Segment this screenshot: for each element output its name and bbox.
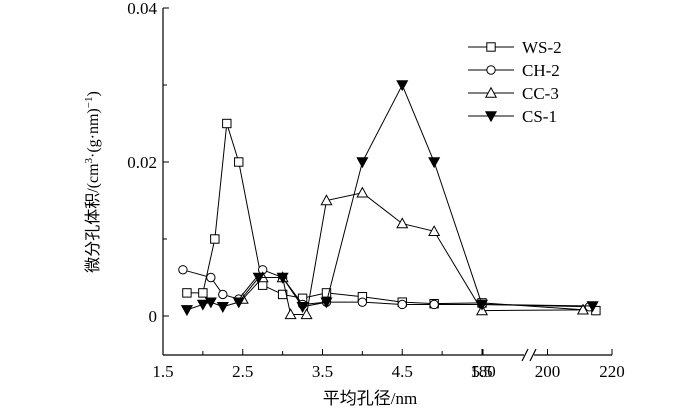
- data-point: [396, 80, 409, 92]
- legend-label: CH-2: [522, 61, 560, 80]
- y-tick-label: 0: [149, 307, 158, 326]
- x-axis-label: 平均孔径/nm: [323, 389, 417, 408]
- data-point: [218, 289, 228, 300]
- legend-marker: [484, 86, 498, 98]
- series-cc-3: [236, 186, 590, 320]
- data-point: [277, 289, 288, 300]
- data-point: [475, 299, 489, 311]
- data-point: [252, 272, 265, 284]
- series-ws-2: [182, 118, 601, 316]
- data-point: [210, 234, 220, 244]
- series-layer: [178, 80, 601, 320]
- data-point: [257, 280, 268, 290]
- y-tick-label: 0.02: [127, 153, 157, 172]
- series-cs-1: [180, 80, 599, 317]
- data-point: [356, 157, 369, 169]
- legend-item: WS-2: [468, 38, 562, 57]
- legend-item: CH-2: [468, 61, 560, 80]
- y-axis-label-main: 微分孔体积/(cm: [84, 163, 102, 273]
- data-point: [232, 297, 245, 309]
- axis-break-mark: [521, 348, 529, 362]
- data-point: [320, 297, 333, 309]
- y-axis-label-superscript: 3: [83, 157, 95, 163]
- x-tick-label: 2.5: [232, 362, 253, 381]
- y-axis-label-end: ): [85, 91, 102, 96]
- data-point: [182, 288, 192, 298]
- x-tick-label: 4.5: [392, 362, 413, 381]
- legend-label: CS-1: [522, 107, 557, 126]
- data-point: [321, 288, 332, 298]
- legend-label: CC-3: [522, 84, 559, 103]
- x-tick-label: 5.5: [471, 362, 492, 381]
- x-tick-label: 200: [535, 362, 561, 381]
- legend: WS-2 CH-2 CC-3 CS-1: [468, 38, 562, 126]
- data-point: [429, 299, 439, 310]
- data-point: [206, 272, 216, 283]
- y-tick-label: 0.04: [127, 0, 157, 18]
- legend-marker: [486, 65, 496, 75]
- legend-label: WS-2: [522, 38, 562, 57]
- x-tick-label: 180: [470, 362, 496, 381]
- data-point: [356, 186, 369, 198]
- data-point: [284, 308, 297, 320]
- data-point: [397, 299, 407, 310]
- data-point: [178, 265, 188, 275]
- data-point: [396, 217, 409, 229]
- data-point: [300, 308, 313, 320]
- x-tick-label: 220: [599, 362, 625, 381]
- data-point: [586, 301, 599, 313]
- y-axis-label: 微分孔体积/(cm3·(g·nm)−1): [83, 91, 102, 273]
- data-point: [428, 157, 441, 169]
- y-axis-label-middle: ·(g·nm): [85, 108, 102, 158]
- data-point: [320, 194, 333, 206]
- legend-item: CC-3: [468, 84, 559, 103]
- data-point: [296, 302, 309, 313]
- legend-item: CS-1: [468, 107, 557, 126]
- x-tick-label: 1.5: [152, 362, 173, 381]
- data-point: [216, 302, 229, 313]
- data-point: [428, 225, 441, 236]
- series-line: [186, 123, 596, 312]
- data-point: [180, 305, 193, 317]
- data-point: [198, 288, 208, 298]
- data-point: [204, 297, 217, 309]
- data-point: [196, 299, 209, 311]
- data-point: [222, 118, 232, 129]
- legend-marker: [484, 111, 498, 123]
- data-point: [576, 303, 590, 315]
- legend-marker: [486, 42, 496, 52]
- y-axis-label-superscript-2: −1: [83, 97, 95, 109]
- data-point: [234, 157, 244, 167]
- x-tick-label: 3.5: [312, 362, 333, 381]
- data-point: [357, 297, 368, 307]
- axis-break-mark: [529, 348, 537, 362]
- data-point: [276, 272, 289, 284]
